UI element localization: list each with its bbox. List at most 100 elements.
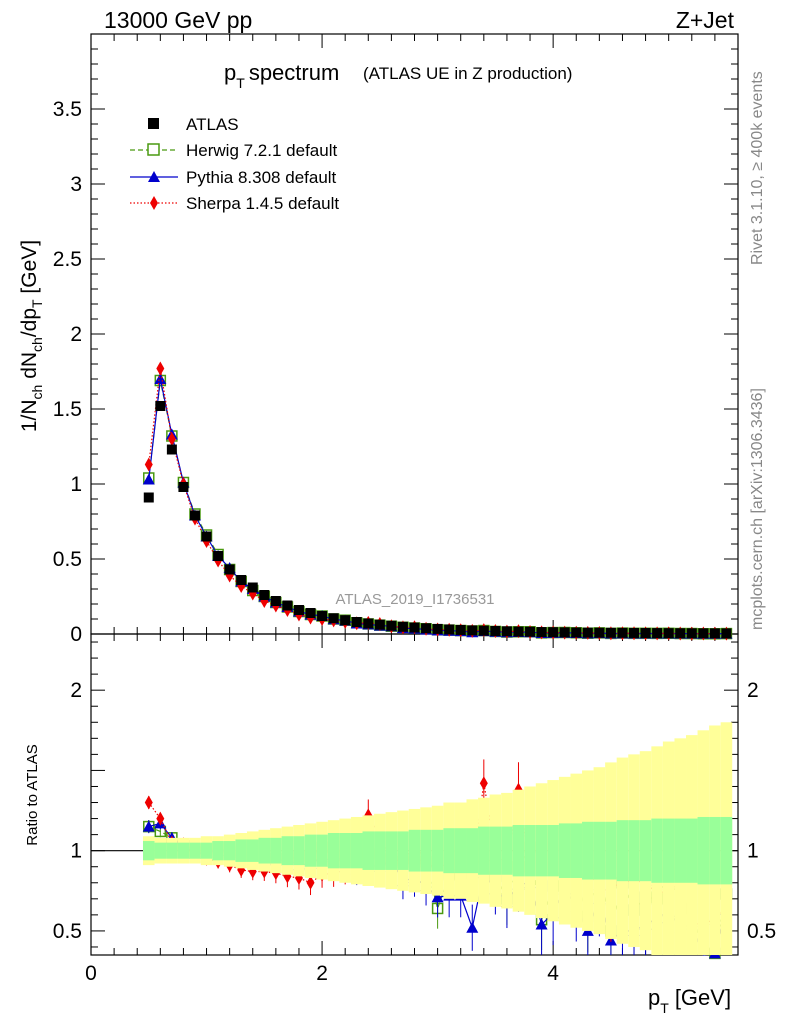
atlas-point (663, 628, 674, 639)
sherpa-point (156, 361, 165, 376)
ratio-y-tick-label-right: 1 (747, 840, 759, 863)
ratio-band-inner (293, 836, 305, 866)
ratio-band-inner (408, 829, 421, 872)
ratio-band-inner (709, 816, 721, 885)
atlas-point (247, 582, 258, 593)
ratio-band-inner (501, 826, 513, 875)
source-label: mcplots.cern.ch [arXiv:1306.3436] (749, 388, 766, 630)
atlas-point (270, 596, 281, 606)
ratio-band-inner (339, 833, 351, 869)
ratio-band-inner (443, 828, 455, 874)
ratio-band-inner (235, 839, 247, 862)
analysis-label: ATLAS_2019_I1736531 (335, 591, 494, 608)
y-axis-label: 1/Nch dNch/dpT [GeV] (18, 240, 45, 432)
atlas-point (166, 444, 177, 455)
ratio-band-inner (582, 821, 594, 880)
ratio-band-inner (281, 836, 294, 866)
sherpa-point (167, 432, 176, 446)
atlas-point (490, 626, 501, 636)
ratio-band-inner (189, 842, 201, 859)
atlas-point (501, 626, 512, 637)
atlas-point (652, 628, 663, 639)
atlas-point (305, 608, 316, 618)
ratio-band-inner (200, 842, 213, 859)
y-tick-label: 2 (70, 323, 82, 346)
atlas-point (236, 575, 247, 585)
ratio-band-inner (512, 824, 525, 877)
ratio-band-inner (639, 820, 652, 882)
ratio-band-inner (431, 829, 444, 872)
atlas-point (386, 620, 397, 631)
atlas-point (374, 619, 385, 630)
ratio-band-inner (616, 820, 629, 882)
ratio-band-inner (720, 816, 733, 885)
atlas-point (559, 627, 570, 638)
ratio-band-inner (605, 821, 617, 880)
ratio-band-inner (316, 834, 328, 867)
legend: ATLAS Herwig 7.2.1 default Pythia 8.308 … (130, 115, 339, 213)
atlas-point (617, 627, 628, 638)
legend-sherpa-marker (150, 196, 158, 210)
atlas-point (201, 531, 212, 542)
atlas-point (155, 401, 166, 411)
ratio-band-inner (662, 818, 675, 883)
spectrum-panel: pT spectrum (ATLAS UE in Z production) AT… (18, 60, 572, 608)
legend-herwig-marker (147, 143, 160, 156)
y-tick-label: 3.5 (53, 98, 82, 121)
atlas-point (698, 628, 709, 639)
atlas-point (444, 624, 455, 635)
ratio-y-tick-label: 2 (70, 679, 82, 702)
pythia-ratio-point (431, 891, 444, 903)
ratio-band-inner (524, 824, 536, 877)
atlas-point (686, 628, 697, 639)
ratio-band-inner (686, 818, 698, 883)
atlas-point (478, 625, 489, 636)
ratio-band-inner (154, 842, 167, 859)
pythia-point (154, 373, 167, 384)
y-tick-label: 0 (70, 623, 82, 646)
ratio-band-inner (628, 820, 640, 882)
ratio-band-inner (327, 833, 340, 869)
ratio-band-inner (535, 824, 548, 877)
legend-pythia: Pythia 8.308 default (186, 168, 337, 187)
chart-title: pT spectrum (224, 60, 339, 91)
process-label: Z+Jet (676, 7, 735, 33)
ratio-band-inner (166, 842, 178, 859)
ratio-y-tick-label-right: 0.5 (747, 920, 776, 943)
ratio-band-inner (258, 837, 271, 864)
y-tick-label: 1.5 (53, 398, 82, 421)
y-tick-label: 1 (70, 473, 82, 496)
atlas-point (293, 605, 304, 615)
atlas-point (340, 615, 351, 626)
atlas-point (548, 627, 559, 638)
ratio-band-inner (270, 837, 282, 864)
atlas-point (317, 611, 328, 621)
atlas-point (605, 627, 616, 638)
ratio-band-inner (570, 823, 583, 878)
ratio-band-inner (350, 833, 363, 869)
atlas-point (178, 482, 189, 492)
atlas-point (351, 617, 362, 627)
atlas-point (675, 628, 686, 639)
ratio-band-inner (593, 821, 606, 880)
atlas-point (455, 624, 466, 635)
x-axis-label: pT [GeV] (648, 985, 731, 1016)
ratio-band-inner (674, 818, 687, 883)
ratio-band-inner (177, 842, 190, 859)
atlas-point (467, 625, 478, 636)
atlas-point (397, 621, 408, 632)
atlas-point (721, 628, 732, 639)
ratio-band-inner (547, 824, 559, 877)
ratio-band-inner (558, 823, 571, 878)
atlas-point (328, 613, 339, 624)
ratio-band-inner (362, 831, 375, 870)
ratio-band-inner (454, 828, 467, 874)
ratio-band-inner (223, 841, 236, 861)
atlas-point (189, 510, 200, 521)
ratio-y-tick-label: 1 (70, 840, 82, 863)
x-tick-label: 0 (85, 962, 97, 985)
atlas-point (594, 627, 605, 638)
legend-atlas: ATLAS (186, 115, 239, 134)
atlas-point (536, 627, 547, 638)
